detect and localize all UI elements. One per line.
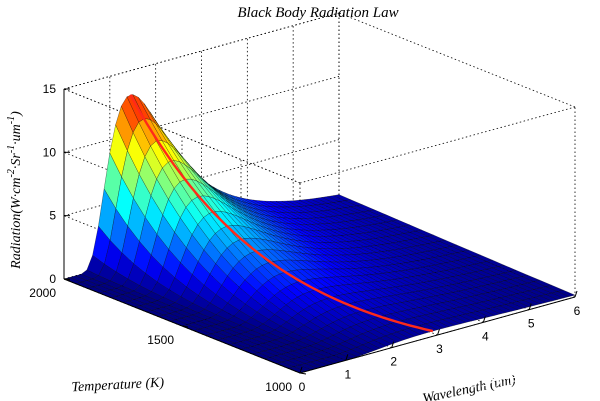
grid-line: [299, 366, 303, 374]
grid-line: [63, 12, 340, 90]
chart-title: Black Body Radiation Law: [237, 5, 398, 21]
z-tick-label: 10: [43, 145, 57, 159]
x-tick-label: 2: [390, 355, 397, 369]
grid-line: [63, 12, 340, 90]
surface-patch: [556, 289, 576, 297]
radiation-surface: [63, 94, 576, 374]
z-tick-label: 5: [49, 209, 56, 223]
grid-line: [482, 316, 486, 323]
grid-line: [528, 303, 532, 310]
peak-curve: [129, 94, 434, 333]
grid-line: [345, 354, 349, 361]
z-label-exp: -1: [6, 116, 17, 124]
grid-line: [437, 328, 440, 336]
z-tick-label: 0: [49, 272, 56, 286]
x-tick-label: 6: [574, 304, 581, 318]
y-axis-label: Temperature (K): [71, 376, 165, 396]
z-label-part: ): [9, 111, 24, 117]
peak-curve-line: [129, 94, 434, 333]
grid-line: [299, 372, 307, 375]
grid-line: [574, 290, 578, 298]
z-axis-label: Radiation(W·cm-2·Sr-1·um-1): [6, 111, 24, 270]
watermark: 知乎 @多元宇宙观察者: [430, 371, 585, 389]
grid-line: [338, 12, 576, 108]
x-tick-label: 3: [436, 342, 443, 356]
x-tick-label: 0: [299, 380, 306, 394]
y-tick-label: 1000: [265, 380, 292, 394]
y-tick-label: 1500: [147, 333, 174, 347]
grid-line: [299, 106, 576, 184]
x-tick-label: 5: [528, 317, 535, 331]
grid-line: [181, 325, 189, 328]
x-tick-label: 4: [482, 329, 489, 343]
x-tick-label: 1: [344, 367, 351, 381]
z-label-part: ·um: [9, 124, 24, 145]
z-label-exp: -1: [6, 145, 17, 153]
y-tick-label: 2000: [29, 286, 56, 300]
z-label-part: ·Sr: [9, 153, 24, 170]
z-tick-label: 15: [43, 82, 57, 96]
grid-line: [391, 341, 395, 348]
z-label-part: Radiation(W·cm: [9, 177, 24, 269]
z-label-exp: -2: [6, 169, 17, 177]
